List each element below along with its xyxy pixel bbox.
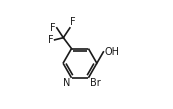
Text: OH: OH xyxy=(105,47,120,57)
Text: F: F xyxy=(48,35,54,45)
Text: N: N xyxy=(63,78,70,88)
Text: F: F xyxy=(70,17,76,27)
Text: Br: Br xyxy=(90,78,101,88)
Text: F: F xyxy=(50,23,56,33)
